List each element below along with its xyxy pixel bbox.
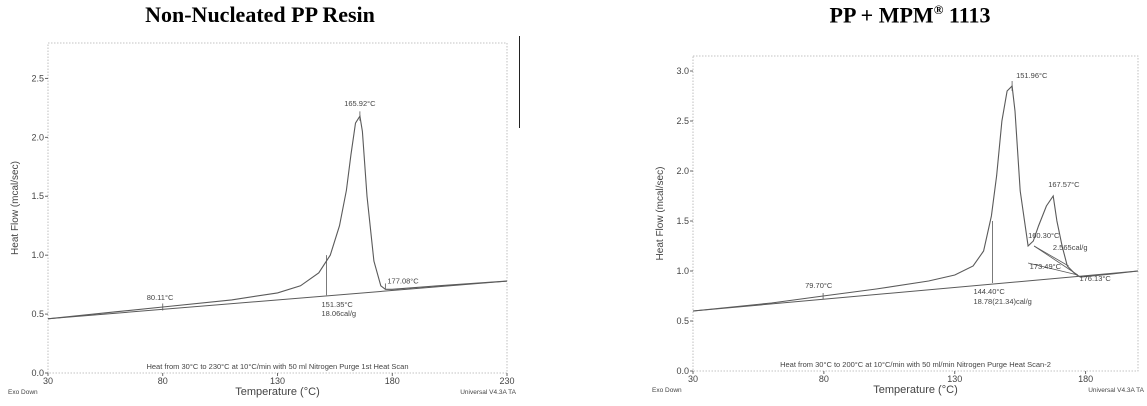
peak-annotation: 144.40°C [973, 287, 1005, 296]
integration-line [1027, 262, 1078, 276]
integration-line [1033, 245, 1079, 276]
title-right-main: PP + MPM [829, 2, 934, 28]
scan-conditions-note: Heat from 30°C to 200°C at 10°C/min with… [780, 360, 1051, 369]
peak-annotation: 2.565cal/g [1053, 243, 1088, 252]
peak-annotation: 80.11°C [147, 293, 174, 302]
x-axis-label: Temperature (°C) [235, 386, 319, 398]
peak-annotation: 165.92°C [344, 99, 376, 108]
y-tick-label: 2.0 [31, 132, 44, 142]
y-tick-label: 2.5 [676, 116, 689, 126]
x-axis-label: Temperature (°C) [873, 384, 957, 396]
x-tick-label: 180 [385, 376, 400, 386]
x-tick-label: 130 [947, 374, 962, 384]
peak-annotation: 167.57°C [1048, 180, 1080, 189]
peak-annotation: 151.35°C [321, 300, 353, 309]
peak-annotation: 160.30°C [1028, 231, 1060, 240]
y-tick-label: 0.5 [676, 316, 689, 326]
peak-annotation: 173.49°C [1030, 262, 1062, 271]
plot-area [692, 55, 1139, 372]
y-axis-label: Heat Flow (mcal/sec) [10, 161, 21, 255]
y-tick-label: 1.0 [676, 266, 689, 276]
peak-annotation: 18.78(21.34)cal/g [973, 297, 1031, 306]
peak-annotation: 79.70°C [805, 281, 833, 290]
peak-annotation: 18.06cal/g [321, 309, 356, 318]
integration-line [1033, 245, 1069, 267]
y-tick-label: 2.0 [676, 166, 689, 176]
x-tick-label: 230 [499, 376, 514, 386]
heat-flow-curve [692, 84, 1139, 312]
y-tick-label: 0.5 [31, 309, 44, 319]
scan-conditions-note: Heat from 30°C to 230°C at 10°C/min with… [146, 362, 408, 371]
plot-area [47, 42, 508, 374]
chart-title-left: Non-Nucleated PP Resin [145, 2, 375, 27]
heat-flow-curve [47, 114, 508, 320]
x-tick-label: 30 [688, 374, 698, 384]
x-tick-label: 180 [1078, 374, 1093, 384]
y-tick-label: 1.0 [31, 250, 44, 260]
baseline-line [692, 270, 1139, 312]
x-tick-label: 80 [819, 374, 829, 384]
dsc-chart-left: 30 80 130 180 230 0.0 0.5 1.0 1.5 2.0 2.5 Heat Flow… [8, 42, 517, 398]
y-tick-label: 3.0 [676, 66, 689, 76]
baseline-line [47, 280, 508, 320]
software-version-label: Universal V4.3A TA [460, 389, 516, 396]
panel-divider [519, 36, 520, 128]
exo-down-label: Exo Down [8, 389, 38, 396]
y-tick-label: 2.5 [31, 73, 44, 83]
x-tick-label: 130 [270, 376, 285, 386]
peak-annotation: 177.08°C [387, 276, 419, 285]
y-tick-label: 1.5 [31, 191, 44, 201]
y-tick-label: 0.0 [676, 366, 689, 376]
y-tick-label: 1.5 [676, 216, 689, 226]
peak-annotation: 151.96°C [1016, 71, 1048, 80]
x-tick-label: 30 [43, 376, 53, 386]
x-tick-label: 80 [158, 376, 168, 386]
y-axis-label: Heat Flow (mcal/sec) [655, 167, 666, 261]
chart-title-right: PP + MPM® 1113 [760, 2, 1060, 28]
dsc-chart-right: 30 80 130 180 0.0 0.5 1.0 1.5 2.0 2.5 3.0 Heat Flow… [652, 55, 1145, 396]
peak-annotation: 176.13°C [1079, 274, 1111, 283]
software-version-label: Universal V4.3A TA [1088, 387, 1144, 394]
exo-down-label: Exo Down [652, 387, 682, 394]
y-tick-label: 0.0 [31, 368, 44, 378]
registered-mark: ® [933, 2, 944, 17]
title-right-suffix: 1113 [943, 2, 991, 28]
